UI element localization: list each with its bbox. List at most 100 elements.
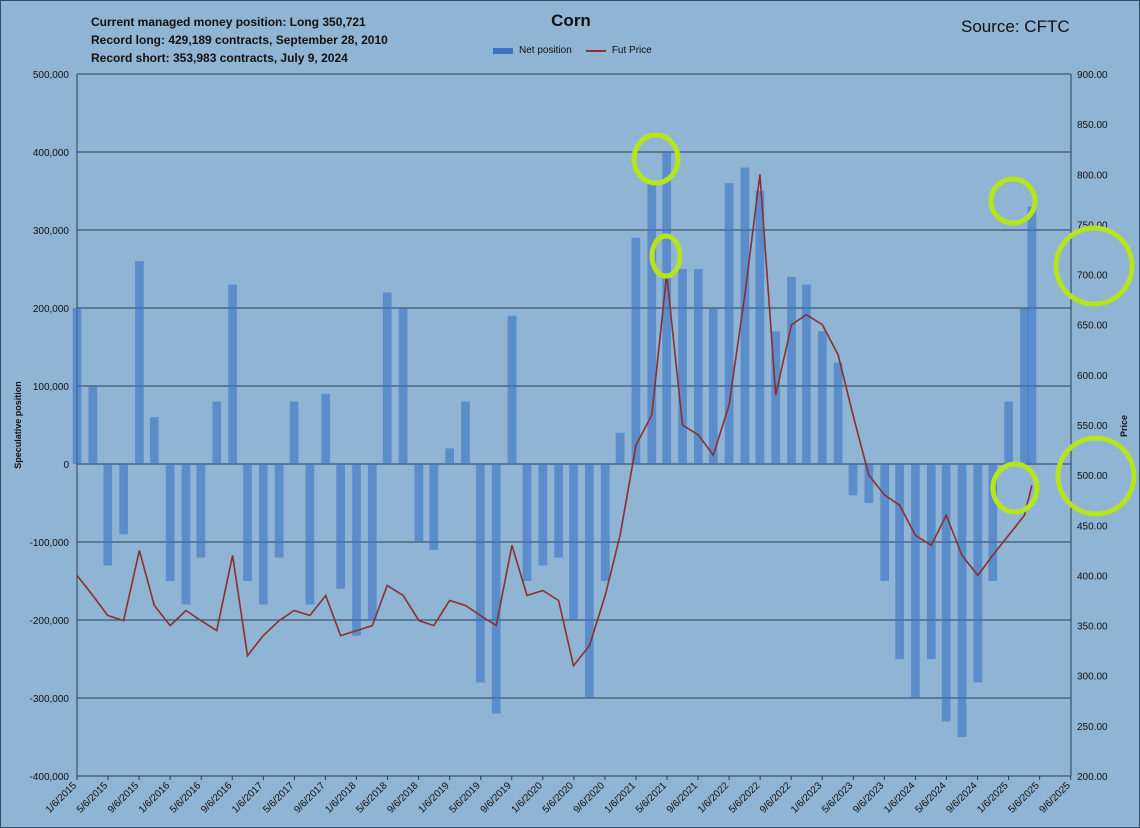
bar-net-position — [1020, 308, 1029, 464]
bar-net-position — [864, 464, 874, 503]
info-current-position: Current managed money position: Long 350… — [91, 15, 366, 29]
x-tick-label: 5/6/2023 — [820, 780, 856, 816]
bar-net-position — [305, 464, 315, 605]
bar-net-position — [135, 261, 144, 464]
y-tick-label: 0 — [63, 460, 69, 471]
bar-net-position — [615, 432, 625, 464]
bar-net-position — [724, 183, 734, 464]
bar-net-position — [538, 464, 548, 566]
x-tick-label: 5/6/2015 — [75, 780, 111, 816]
bar-net-position — [321, 393, 331, 464]
bar-net-position — [554, 464, 563, 558]
y-tick-label: 300,000 — [33, 226, 70, 237]
legend-swatch-fut-price — [585, 49, 606, 52]
y2-axis-title: Price — [1119, 415, 1129, 437]
highlight-circle — [1055, 435, 1137, 517]
x-tick-label: 1/6/2023 — [789, 780, 825, 816]
x-tick-label: 1/6/2017 — [230, 780, 266, 816]
bar-net-position — [88, 386, 98, 464]
y2-tick-label: 600.00 — [1077, 371, 1108, 382]
bar-net-position — [973, 464, 983, 683]
highlight-circle — [1053, 225, 1135, 307]
bar-net-position — [522, 464, 532, 581]
bar-net-position — [258, 464, 268, 605]
bar-net-position — [817, 331, 827, 464]
x-tick-label: 9/6/2017 — [292, 780, 328, 816]
bar-net-position — [461, 401, 470, 464]
y-tick-label: -300,000 — [30, 694, 70, 705]
chart-title: Corn — [551, 11, 591, 30]
bar-net-position — [911, 464, 920, 698]
bar-net-position — [289, 401, 299, 464]
bar-net-position — [787, 276, 796, 464]
bar-net-position — [1027, 206, 1037, 464]
x-tick-label: 1/6/2015 — [44, 780, 80, 816]
x-tick-label: 1/6/2025 — [975, 780, 1011, 816]
y2-tick-label: 400.00 — [1077, 571, 1108, 582]
bar-net-position — [647, 183, 657, 464]
x-tick-label: 5/6/2018 — [354, 780, 390, 816]
info-record-short: Record short: 353,983 contracts, July 9,… — [91, 51, 348, 65]
x-tick-label: 1/6/2022 — [696, 780, 732, 816]
y-tick-label: -100,000 — [30, 538, 70, 549]
bar-net-position — [848, 464, 858, 496]
bar-net-position — [476, 464, 485, 683]
x-tick-label: 1/6/2024 — [882, 780, 918, 816]
bar-net-position — [196, 464, 206, 558]
y2-tick-label: 450.00 — [1077, 521, 1108, 532]
x-tick-label: 9/6/2023 — [851, 780, 887, 816]
y2-tick-label: 850.00 — [1077, 120, 1108, 131]
x-tick-label: 1/6/2019 — [416, 780, 452, 816]
bar-net-position — [880, 464, 890, 581]
y2-tick-label: 700.00 — [1077, 271, 1108, 282]
y-tick-label: 100,000 — [33, 382, 70, 393]
bar-net-position — [941, 464, 951, 722]
bar-net-position — [771, 331, 781, 464]
bar-net-position — [708, 308, 718, 464]
y2-tick-label: 250.00 — [1077, 722, 1108, 733]
highlight-circle — [990, 461, 1040, 515]
y-tick-label: 200,000 — [33, 304, 70, 315]
x-tick-label: 1/6/2021 — [603, 780, 639, 816]
bar-net-position — [181, 464, 191, 605]
y-tick-label: 400,000 — [33, 148, 70, 159]
bar-net-position — [382, 292, 392, 464]
bar-net-position — [926, 464, 936, 659]
bar-net-position — [569, 464, 578, 620]
x-tick-label: 5/6/2024 — [913, 780, 949, 816]
bar-net-position — [243, 464, 252, 581]
bar-net-position — [694, 269, 703, 464]
bar-net-position — [103, 464, 113, 566]
bar-net-position — [957, 464, 967, 737]
y2-tick-label: 550.00 — [1077, 421, 1108, 432]
x-tick-label: 1/6/2018 — [323, 780, 359, 816]
bar-net-position — [802, 284, 811, 464]
bar-net-position — [445, 448, 454, 464]
bar-net-position — [1004, 401, 1013, 464]
x-tick-label: 9/6/2025 — [1037, 780, 1073, 816]
highlight-circle — [988, 176, 1038, 226]
bar-net-position — [352, 464, 361, 636]
bar-net-position — [165, 464, 175, 581]
y2-tick-label: 300.00 — [1077, 672, 1108, 683]
bar-net-position — [988, 464, 998, 581]
bar-net-position — [367, 464, 377, 620]
x-tick-label: 9/6/2019 — [479, 780, 515, 816]
bar-net-position — [507, 315, 517, 464]
y2-tick-label: 200.00 — [1077, 772, 1108, 783]
y2-tick-label: 500.00 — [1077, 471, 1108, 482]
bar-net-position — [585, 464, 594, 698]
bar-net-position — [895, 464, 904, 659]
y-tick-label: 500,000 — [33, 70, 70, 81]
x-tick-label: 5/6/2019 — [447, 780, 483, 816]
y2-tick-label: 800.00 — [1077, 170, 1108, 181]
x-tick-label: 5/6/2016 — [168, 780, 204, 816]
y2-tick-label: 900.00 — [1077, 70, 1108, 81]
y-axis-title: Speculative position — [13, 381, 23, 469]
source-label: Source: CFTC — [961, 17, 1070, 36]
legend: Net position Fut Price — [493, 45, 652, 56]
bar-net-position — [600, 464, 610, 581]
bar-net-position — [336, 464, 345, 589]
